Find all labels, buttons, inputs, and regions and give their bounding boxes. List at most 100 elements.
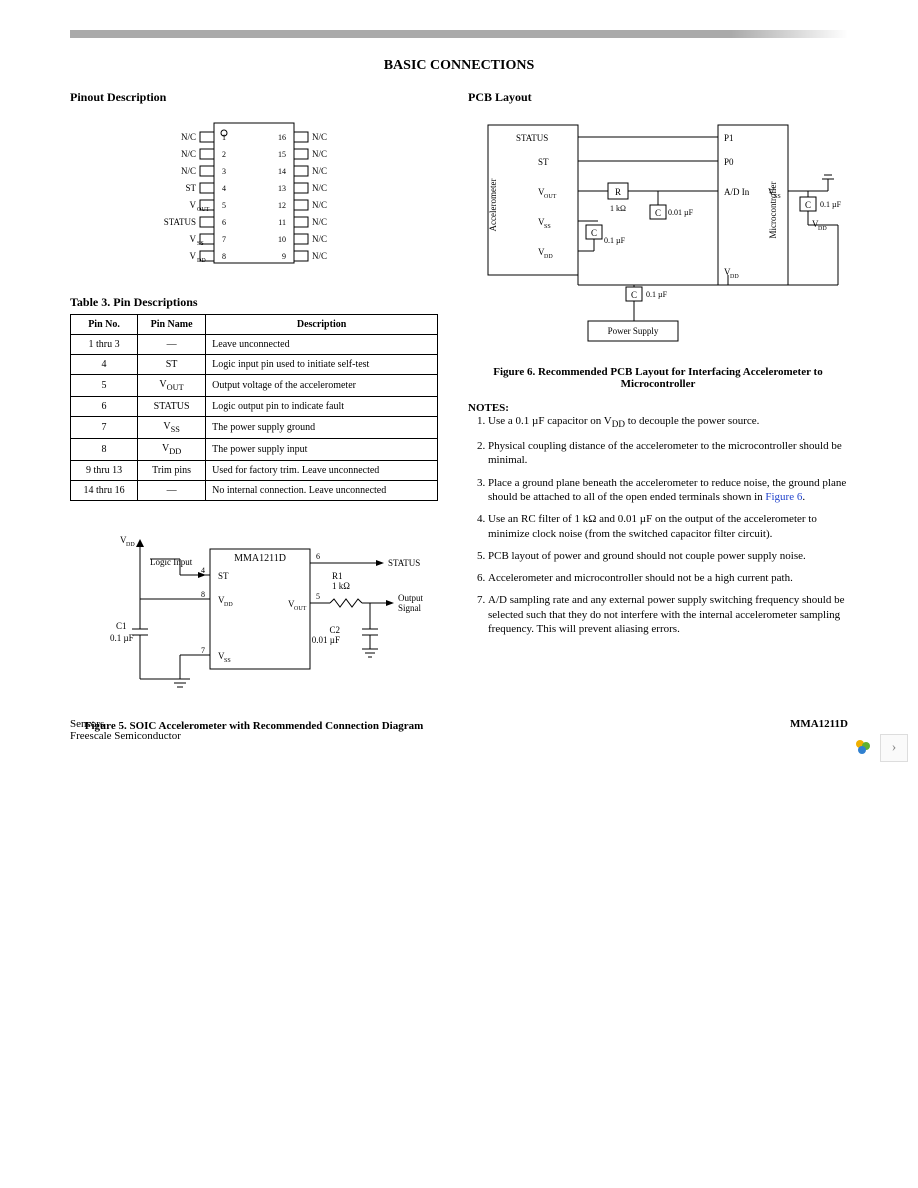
svg-text:SS: SS [774,194,781,200]
svg-text:DD: DD [730,274,739,280]
svg-text:ST: ST [218,571,229,581]
svg-text:1: 1 [222,133,226,142]
fig6-caption: Figure 6. Recommended PCB Layout for Int… [468,366,848,390]
svg-text:SS: SS [224,658,231,664]
notes-list: Use a 0.1 µF capacitor on VDD to decoupl… [468,414,848,636]
svg-text:3: 3 [222,167,226,176]
note-item: Use an RC filter of 1 kΩ and 0.01 µF on … [488,512,848,541]
viewer-nav: › [852,734,908,762]
table-row: 7VSSThe power supply ground [71,417,438,439]
svg-text:STATUS: STATUS [388,558,420,568]
table-row: 1 thru 3—Leave unconnected [71,335,438,355]
svg-text:7: 7 [201,646,205,655]
svg-text:A/D In: A/D In [724,187,750,197]
note-item: A/D sampling rate and any external power… [488,593,848,636]
left-column: Pinout Description N/C1N/C2N/C3ST4VOUT5S… [70,90,438,732]
pinout-heading: Pinout Description [70,90,438,105]
svg-text:Output: Output [398,593,424,603]
svg-text:C: C [805,200,811,210]
footer-partno: MMA1211D [790,718,848,742]
svg-text:R1: R1 [332,571,343,581]
note-item: PCB layout of power and ground should no… [488,549,848,563]
svg-text:C: C [631,290,637,300]
svg-text:N/C: N/C [312,251,327,261]
svg-text:6: 6 [316,552,320,561]
right-column: PCB Layout Accelerometer STATUS ST VOUT … [468,90,848,732]
viewer-logo-icon [852,736,874,761]
svg-text:8: 8 [222,252,226,261]
svg-text:OUT: OUT [544,194,557,200]
svg-text:1 kΩ: 1 kΩ [610,204,626,213]
svg-text:8: 8 [201,590,205,599]
note-item: Place a ground plane beneath the acceler… [488,476,848,505]
footer-sensors: Sensors [70,718,181,730]
pinout-diagram: N/C1N/C2N/C3ST4VOUT5STATUS6VSS7VDD8 16N/… [114,115,394,275]
fig6-diagram: Accelerometer STATUS ST VOUT VSS VDD Mic… [468,115,848,355]
th-no: Pin No. [71,315,138,335]
svg-text:0.01 µF: 0.01 µF [312,635,340,645]
svg-text:DD: DD [544,254,553,260]
svg-text:9: 9 [282,252,286,261]
svg-text:V: V [190,200,197,210]
svg-text:0.01 µF: 0.01 µF [668,208,694,217]
table-row: 14 thru 16—No internal connection. Leave… [71,481,438,501]
svg-text:V: V [190,234,197,244]
svg-text:V: V [190,251,197,261]
svg-text:DD: DD [126,542,135,548]
svg-text:C: C [655,208,661,218]
svg-text:N/C: N/C [181,166,196,176]
svg-text:2: 2 [222,150,226,159]
svg-text:STATUS: STATUS [164,217,196,227]
svg-text:ST: ST [185,183,196,193]
svg-text:N/C: N/C [312,149,327,159]
page-footer: Sensors Freescale Semiconductor MMA1211D [70,718,848,742]
svg-text:N/C: N/C [312,217,327,227]
svg-text:N/C: N/C [181,132,196,142]
svg-text:DD: DD [224,602,233,608]
svg-text:14: 14 [278,167,286,176]
svg-text:N/C: N/C [312,183,327,193]
svg-text:4: 4 [222,184,226,193]
svg-text:6: 6 [222,218,226,227]
table-row: 6STATUSLogic output pin to indicate faul… [71,397,438,417]
svg-text:OUT: OUT [197,207,210,213]
footer-company: Freescale Semiconductor [70,730,181,742]
svg-text:Power Supply: Power Supply [608,326,659,336]
svg-text:N/C: N/C [312,132,327,142]
fig5-diagram: MMA1211D ST 4 VDD 8 VSS 7 [70,529,430,709]
svg-text:Signal: Signal [398,603,422,613]
notes-heading: NOTES: [468,402,848,414]
svg-text:13: 13 [278,184,286,193]
svg-text:N/C: N/C [181,149,196,159]
svg-text:5: 5 [316,592,320,601]
table-row: 8VDDThe power supply input [71,439,438,461]
svg-text:P1: P1 [724,133,734,143]
svg-text:MMA1211D: MMA1211D [234,553,286,564]
svg-text:DD: DD [818,226,827,232]
svg-text:16: 16 [278,133,286,142]
svg-text:SS: SS [197,241,204,247]
page-title: BASIC CONNECTIONS [70,58,848,74]
next-page-button[interactable]: › [880,734,908,762]
pcb-heading: PCB Layout [468,90,848,105]
table-row: 5VOUTOutput voltage of the accelerometer [71,375,438,397]
svg-text:OUT: OUT [294,606,307,612]
note-item: Physical coupling distance of the accele… [488,439,848,468]
table-row: 4STLogic input pin used to initiate self… [71,355,438,375]
svg-text:0.1 µF: 0.1 µF [820,200,842,209]
svg-text:C2: C2 [329,625,340,635]
svg-text:C: C [591,228,597,238]
th-desc: Description [206,315,438,335]
header-rule [70,30,848,38]
svg-text:R: R [615,187,621,197]
svg-text:DD: DD [197,258,206,264]
svg-text:7: 7 [222,235,226,244]
svg-text:0.1 µF: 0.1 µF [110,633,134,643]
svg-text:10: 10 [278,235,286,244]
svg-text:5: 5 [222,201,226,210]
svg-text:ST: ST [538,157,549,167]
svg-text:11: 11 [278,218,286,227]
svg-text:C1: C1 [116,621,127,631]
svg-text:0.1 µF: 0.1 µF [646,290,668,299]
svg-text:Accelerometer: Accelerometer [488,179,498,232]
